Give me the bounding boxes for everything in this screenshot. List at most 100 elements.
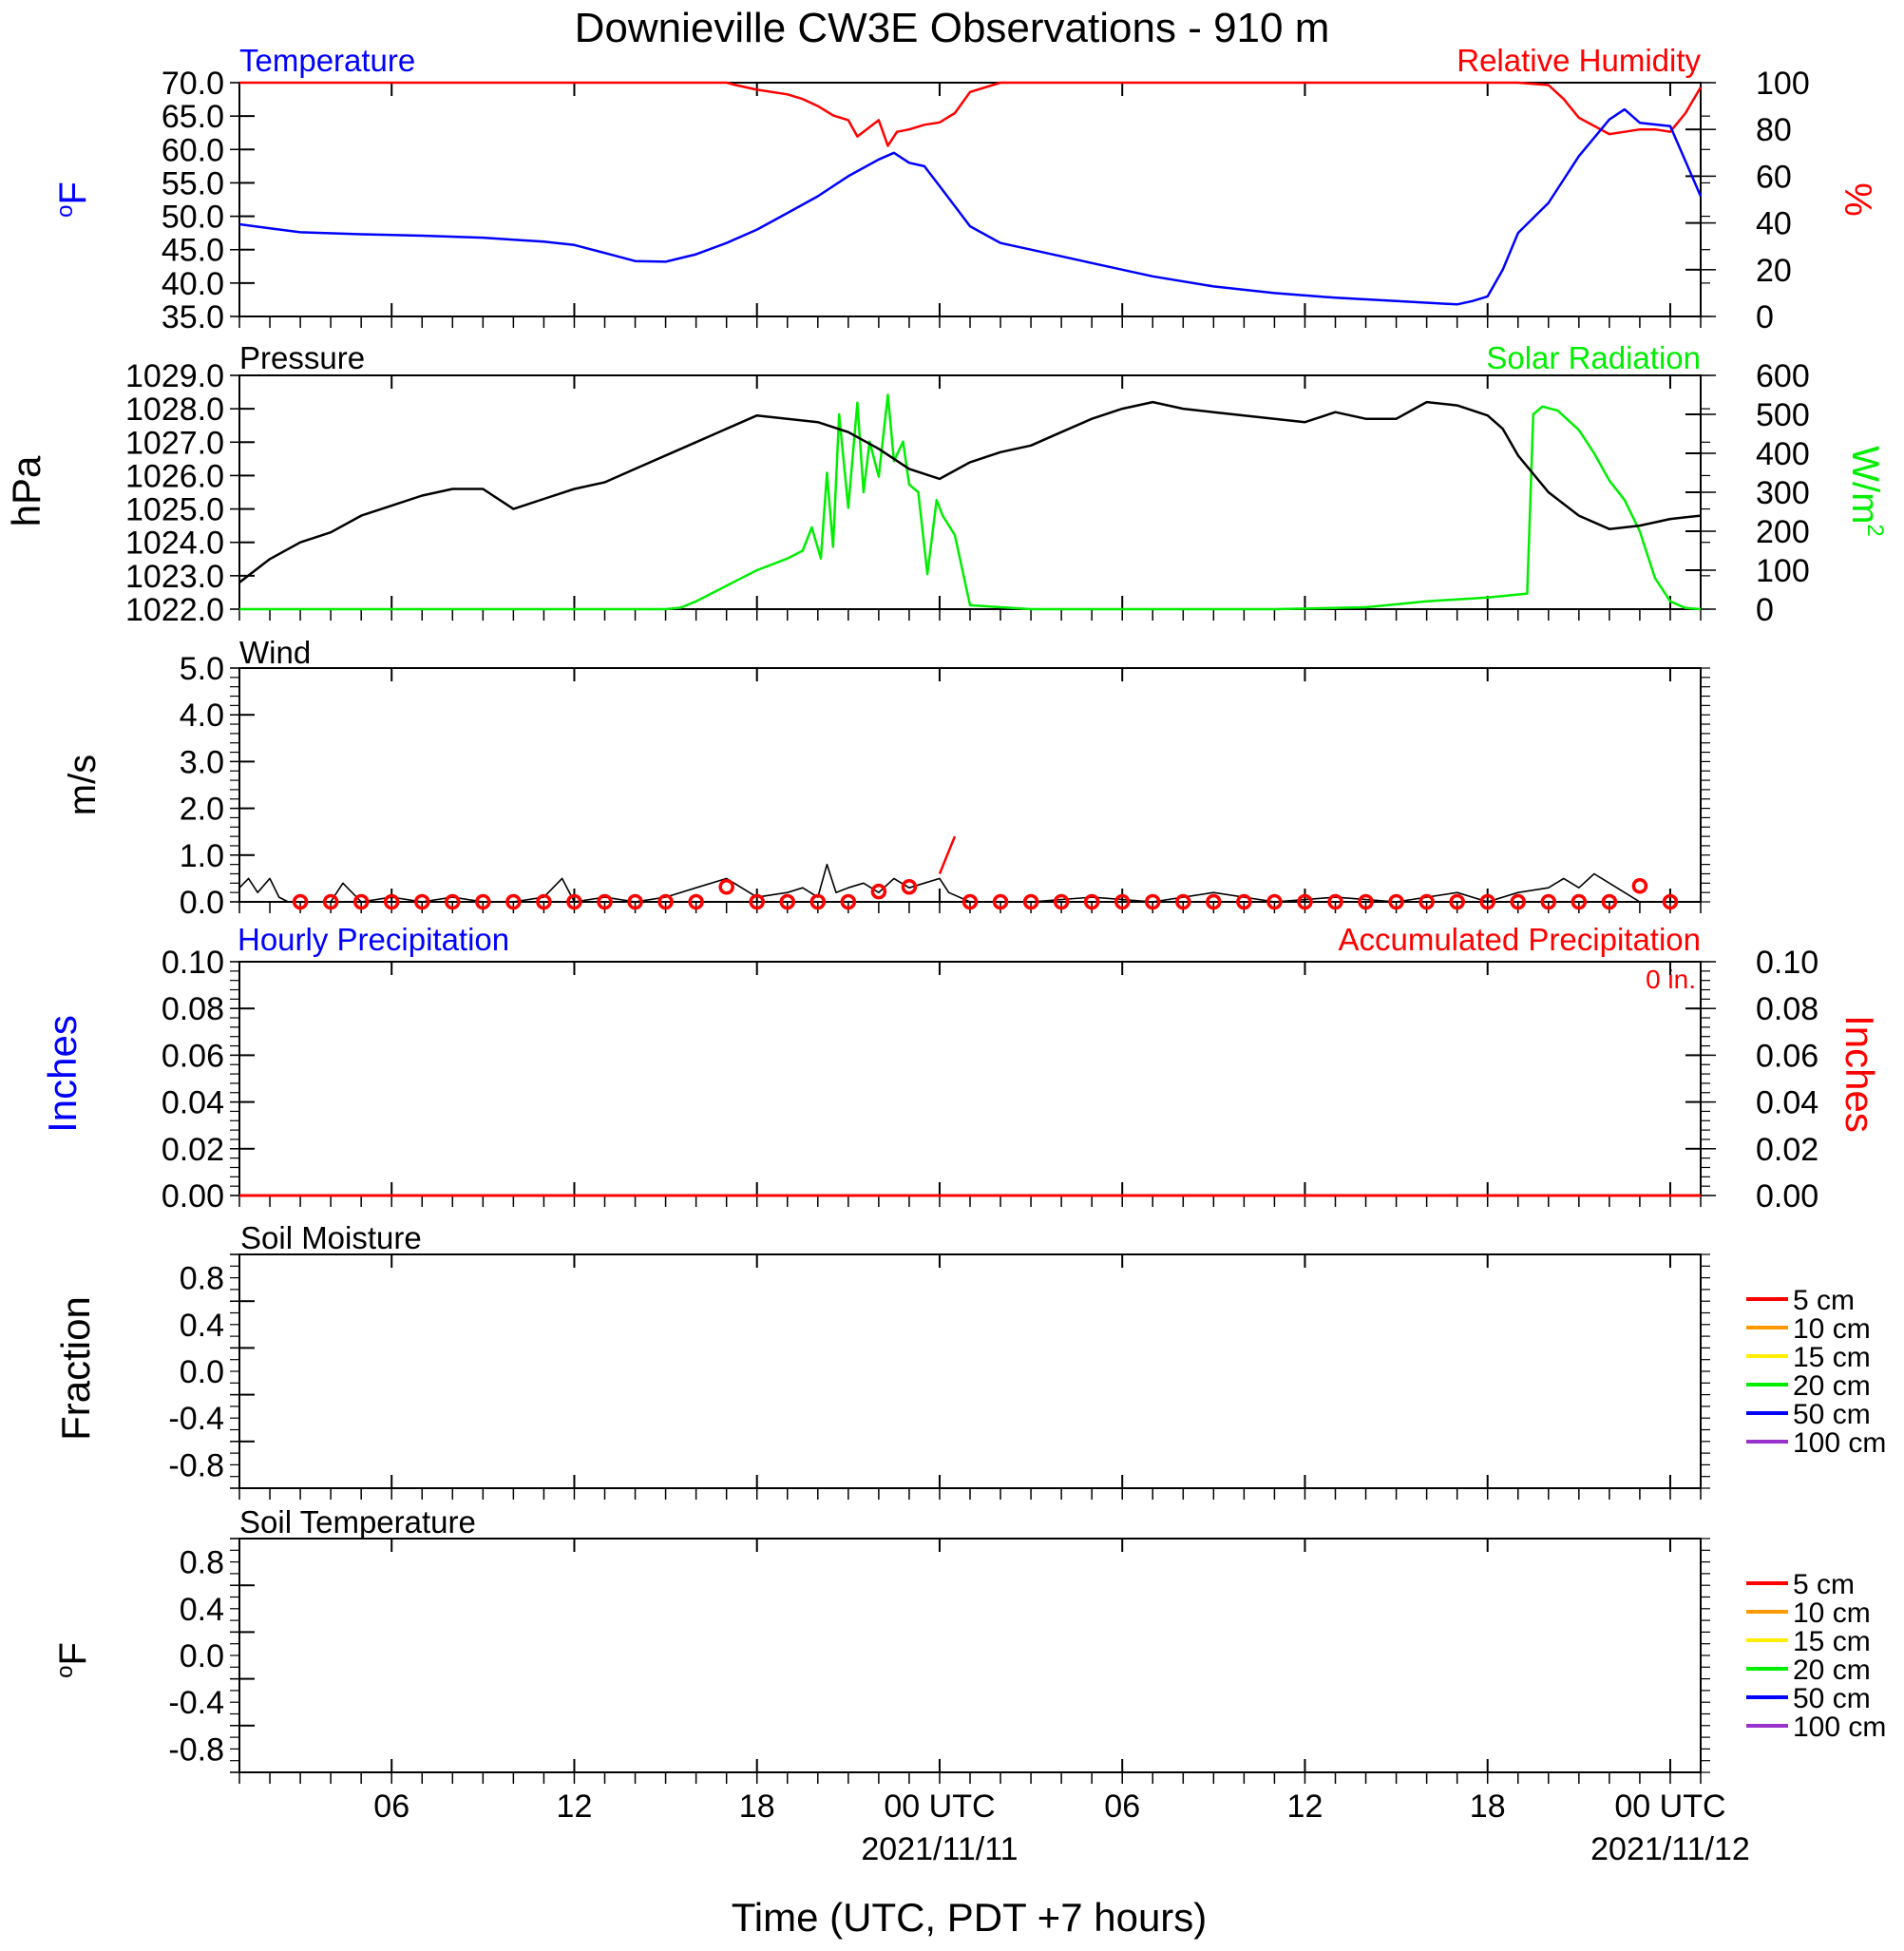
temperature-line bbox=[238, 107, 1703, 306]
pressure-tick-labels: 1029.01028.01027.01026.01025.01024.01023… bbox=[125, 358, 224, 628]
y-tick-label: 35.0 bbox=[162, 299, 224, 335]
y-tick-label: -0.4 bbox=[168, 1685, 224, 1721]
wind-marker bbox=[536, 893, 552, 910]
wind-title: Wind bbox=[239, 635, 311, 670]
soil-temperature-tick-labels: 0.8 0.4 0.0 -0.4 -0.8 bbox=[168, 1545, 224, 1769]
wind-speed-line bbox=[238, 863, 1701, 903]
y-tick-label: 0.4 bbox=[180, 1592, 224, 1628]
y-tick-label: 4.0 bbox=[180, 698, 224, 734]
y-tick-label: 1029.0 bbox=[125, 358, 224, 394]
temperature-humidity-panel: Temperature Relative Humidity 70.065.060… bbox=[52, 43, 1878, 335]
humidity-tick-labels: 100 80 60 40 20 0 bbox=[1756, 66, 1810, 335]
temperature-humidity-lines bbox=[238, 81, 1703, 306]
humidity-axis-label: % bbox=[1837, 182, 1878, 217]
y-tick-label: 0.10 bbox=[1756, 945, 1818, 981]
accum-precip-axis-label: Inches bbox=[1837, 1015, 1882, 1133]
x-tick-label: 06 bbox=[373, 1788, 409, 1825]
wind-marker bbox=[779, 893, 795, 910]
wind-panel: Wind 5.0 4.0 3.0 2.0 1.0 0.0 m/s bbox=[62, 635, 1710, 921]
y-tick-label: 0.06 bbox=[162, 1038, 224, 1074]
y-tick-label: 80 bbox=[1756, 112, 1792, 148]
y-tick-label: 0.4 bbox=[180, 1308, 224, 1344]
y-tick-label: -0.4 bbox=[168, 1401, 224, 1437]
wind-tick-labels: 5.0 4.0 3.0 2.0 1.0 0.0 bbox=[180, 651, 224, 921]
wind-marker bbox=[870, 883, 887, 900]
wind-marker bbox=[597, 893, 613, 910]
x-tick-label: 18 bbox=[1470, 1788, 1506, 1825]
legend-label: 20 cm bbox=[1793, 1655, 1871, 1686]
y-tick-label: 1.0 bbox=[180, 838, 224, 874]
y-tick-label: 300 bbox=[1756, 475, 1810, 511]
y-tick-label: 2.0 bbox=[180, 792, 224, 828]
pressure-solar-lines bbox=[238, 393, 1702, 611]
wind-marker bbox=[566, 893, 582, 910]
wind-marker bbox=[1297, 893, 1313, 910]
soil-temperature-panel: Soil Temperature 0.80.40.0-0.4-0.8 5 cm1… bbox=[52, 1504, 1886, 1784]
wind-marker bbox=[1388, 893, 1404, 910]
soil-temperature-axes bbox=[230, 1538, 1710, 1784]
y-tick-label: 60.0 bbox=[162, 132, 224, 168]
x-axis-date-labels: 2021/11/11 2021/11/12 bbox=[861, 1831, 1749, 1867]
legend-label: 50 cm bbox=[1793, 1683, 1871, 1714]
y-tick-label: 0.10 bbox=[162, 945, 224, 981]
wind-marker bbox=[840, 893, 857, 910]
soil-temperature-axis-label: oF bbox=[52, 1642, 94, 1678]
wind-marker bbox=[809, 893, 827, 910]
wind-marker bbox=[1540, 893, 1557, 910]
temperature-tick-labels: 70.065.060.055.050.045.040.035.0 bbox=[162, 66, 224, 335]
y-tick-label: 55.0 bbox=[162, 165, 224, 201]
wind-marker bbox=[718, 879, 734, 895]
wind-barb bbox=[938, 835, 957, 874]
temperature-axes bbox=[230, 82, 1716, 328]
y-tick-label: 0.06 bbox=[1756, 1038, 1818, 1074]
hourly-precip-axis-label: Inches bbox=[40, 1015, 85, 1133]
y-tick-label: 100 bbox=[1756, 66, 1810, 102]
y-tick-label: 0 bbox=[1756, 592, 1774, 628]
x-tick-label: 06 bbox=[1104, 1788, 1140, 1825]
legend-label: 15 cm bbox=[1793, 1342, 1871, 1373]
wind-marker bbox=[1145, 893, 1161, 910]
y-tick-label: -0.8 bbox=[168, 1447, 224, 1483]
wind-marker bbox=[1479, 893, 1495, 910]
wind-marker bbox=[1571, 893, 1588, 910]
accum-precip-title: Accumulated Precipitation bbox=[1338, 922, 1701, 957]
wind-axis-label: m/s bbox=[62, 755, 104, 815]
y-tick-label: 1027.0 bbox=[125, 425, 224, 461]
wind-marker bbox=[992, 893, 1009, 910]
y-tick-label: 400 bbox=[1756, 436, 1810, 472]
solar-axis-label: W/m2 bbox=[1844, 446, 1888, 537]
wind-marker bbox=[901, 879, 918, 895]
x-date-label: 2021/11/12 bbox=[1590, 1831, 1750, 1867]
wind-marker bbox=[1601, 893, 1618, 910]
y-tick-label: 0 bbox=[1756, 299, 1774, 335]
legend-label: 100 cm bbox=[1793, 1712, 1886, 1743]
soil-moisture-axes bbox=[230, 1253, 1710, 1500]
legend-label: 15 cm bbox=[1793, 1626, 1871, 1657]
y-tick-label: 1025.0 bbox=[125, 492, 224, 528]
pressure-line bbox=[238, 400, 1702, 583]
humidity-line bbox=[239, 81, 1703, 147]
wind-marker bbox=[475, 893, 491, 910]
wind-marker bbox=[962, 893, 979, 910]
x-tick-label: 12 bbox=[557, 1788, 593, 1825]
y-tick-label: 50.0 bbox=[162, 200, 224, 236]
wind-marker bbox=[749, 893, 765, 910]
wind-marker bbox=[1449, 893, 1465, 910]
x-axis-tick-labels: 06 12 18 00 UTC 06 12 18 00 UTC bbox=[373, 1788, 1725, 1825]
soil-moisture-tick-labels: 0.8 0.4 0.0 -0.4 -0.8 bbox=[168, 1261, 224, 1484]
y-tick-label: -0.8 bbox=[168, 1731, 224, 1768]
wind-marker bbox=[322, 893, 339, 910]
wind-marker bbox=[1236, 893, 1252, 910]
humidity-title: Relative Humidity bbox=[1457, 43, 1701, 78]
x-tick-label: 00 UTC bbox=[884, 1788, 995, 1825]
temperature-axis-label: oF bbox=[52, 182, 94, 218]
accum-precip-tick-labels: 0.10 0.08 0.06 0.04 0.02 0.00 bbox=[1756, 945, 1818, 1215]
x-date-label: 2021/11/11 bbox=[861, 1831, 1018, 1867]
legend-label: 100 cm bbox=[1793, 1427, 1886, 1459]
y-tick-label: 0.0 bbox=[180, 1354, 224, 1390]
wind-marker bbox=[1418, 893, 1435, 910]
hourly-precip-title: Hourly Precipitation bbox=[238, 922, 509, 957]
